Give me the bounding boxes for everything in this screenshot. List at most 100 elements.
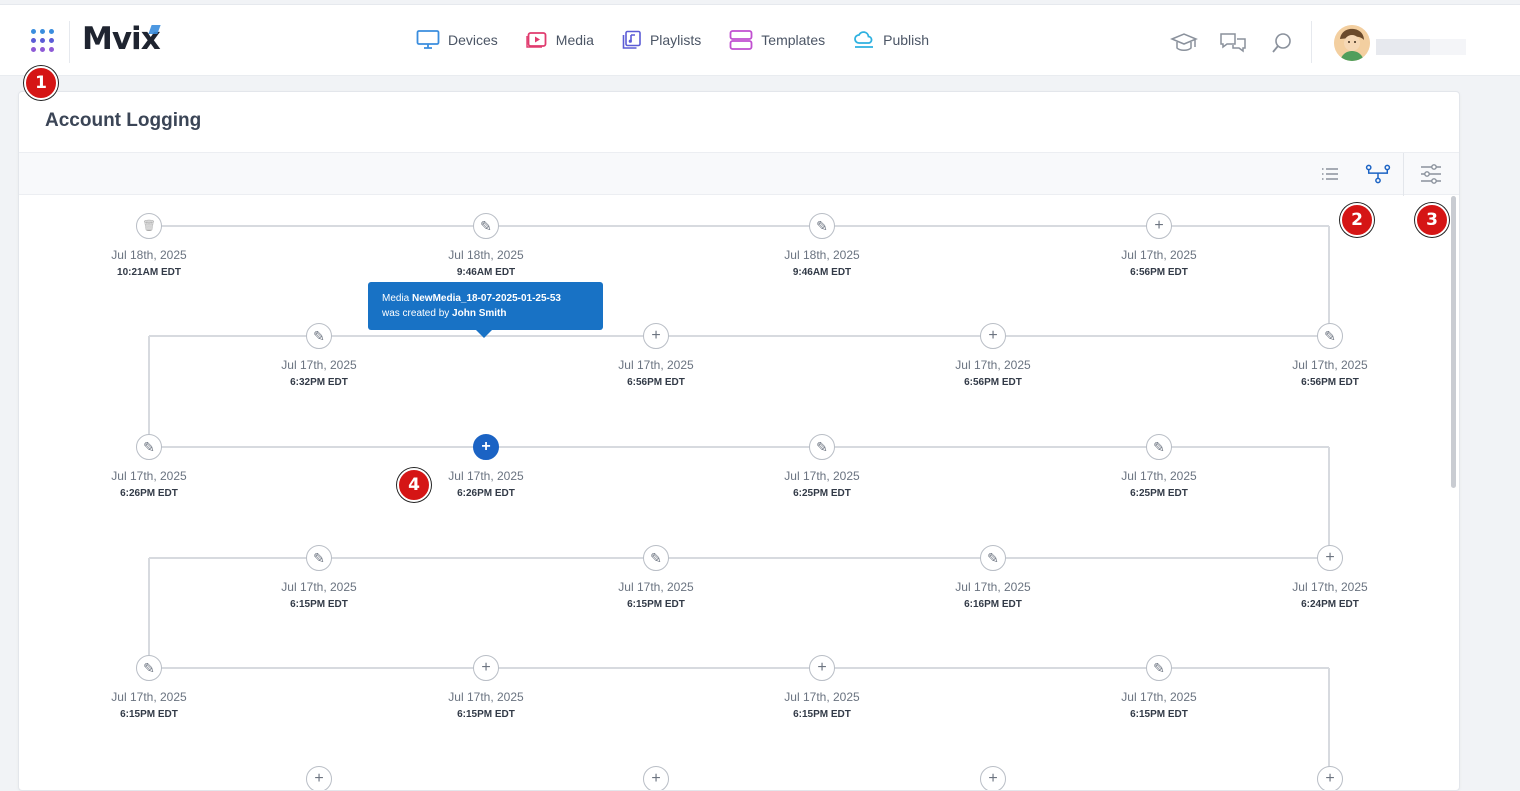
- trash-icon: 🗑: [142, 219, 156, 232]
- timeline-node[interactable]: +: [643, 323, 669, 349]
- event-tooltip: Media NewMedia_18-07-2025-01-25-53 was c…: [368, 282, 603, 338]
- event-date: Jul 17th, 2025: [618, 358, 694, 372]
- pencil-icon: ✎: [1153, 439, 1165, 455]
- event-time: 6:15PM EDT: [1130, 709, 1188, 720]
- monitor-icon: [416, 30, 440, 49]
- header-tools: [1170, 29, 1317, 57]
- timeline-node[interactable]: ✎: [1317, 323, 1343, 349]
- timeline-node[interactable]: +: [809, 655, 835, 681]
- timeline-node[interactable]: +: [473, 434, 499, 460]
- account-logging-card: Account Logging + + + + 🗑 Jul 18th, 2025 10:21…: [18, 91, 1460, 791]
- timeline-node[interactable]: +: [1317, 545, 1343, 571]
- event-time: 6:26PM EDT: [120, 488, 178, 499]
- mvix-logo[interactable]: Mvix: [82, 21, 161, 57]
- view-toolbar: [19, 152, 1459, 196]
- event-time: 6:26PM EDT: [457, 488, 515, 499]
- toolbar-divider: [1403, 153, 1404, 196]
- callout-marker: 1: [24, 66, 58, 100]
- nav-media[interactable]: Media: [526, 30, 594, 50]
- plus-icon: +: [988, 327, 998, 344]
- timeline-node[interactable]: +: [980, 323, 1006, 349]
- event-date: Jul 17th, 2025: [1121, 469, 1197, 483]
- timeline-node[interactable]: +: [306, 766, 332, 790]
- timeline-node[interactable]: 🗑: [136, 213, 162, 239]
- event-date: Jul 17th, 2025: [784, 469, 860, 483]
- timeline-node[interactable]: ✎: [809, 434, 835, 460]
- timeline-connector: [149, 446, 1329, 448]
- user-avatar[interactable]: [1334, 25, 1370, 61]
- event-time: 6:56PM EDT: [1301, 377, 1359, 388]
- filter-sliders-icon[interactable]: [1418, 161, 1444, 187]
- nav-label: Templates: [761, 32, 826, 48]
- timeline-node[interactable]: ✎: [809, 213, 835, 239]
- timeline-node[interactable]: ✎: [306, 323, 332, 349]
- timeline-view-icon[interactable]: [1365, 161, 1391, 187]
- plus-icon: +: [651, 327, 661, 344]
- nav-devices[interactable]: Devices: [416, 29, 498, 51]
- timeline-node[interactable]: ✎: [980, 545, 1006, 571]
- pencil-icon: ✎: [816, 439, 828, 455]
- pencil-icon: ✎: [816, 218, 828, 234]
- timeline-connector: [1328, 668, 1330, 779]
- nav-publish[interactable]: Publish: [853, 29, 929, 51]
- event-time: 6:15PM EDT: [793, 709, 851, 720]
- event-time: 6:56PM EDT: [964, 377, 1022, 388]
- event-date: Jul 17th, 2025: [281, 580, 357, 594]
- event-time: 6:15PM EDT: [457, 709, 515, 720]
- activity-timeline: + + + + 🗑 Jul 18th, 2025 10:21AM EDT ✎ Jul 18th,…: [19, 196, 1459, 790]
- timeline-connector: [149, 667, 1329, 669]
- callout-marker: 4: [397, 468, 431, 502]
- graduation-cap-icon[interactable]: [1170, 29, 1198, 57]
- event-date: Jul 17th, 2025: [1121, 690, 1197, 704]
- plus-icon: +: [481, 659, 491, 676]
- event-time: 6:16PM EDT: [964, 599, 1022, 610]
- event-time: 6:15PM EDT: [290, 599, 348, 610]
- timeline-node[interactable]: +: [980, 766, 1006, 790]
- scrollbar[interactable]: [1451, 196, 1456, 488]
- timeline-node[interactable]: ✎: [136, 434, 162, 460]
- event-time: 6:25PM EDT: [1130, 488, 1188, 499]
- chat-icon[interactable]: [1219, 29, 1247, 57]
- timeline-node[interactable]: +: [473, 655, 499, 681]
- timeline-node[interactable]: +: [1317, 766, 1343, 790]
- event-time: 6:15PM EDT: [627, 599, 685, 610]
- plus-icon: +: [817, 659, 827, 676]
- apps-grid-icon[interactable]: [27, 25, 59, 57]
- timeline-node[interactable]: +: [1146, 213, 1172, 239]
- pencil-icon: ✎: [313, 550, 325, 566]
- callout-marker: 2: [1340, 203, 1374, 237]
- timeline-node[interactable]: ✎: [643, 545, 669, 571]
- header-divider: [1311, 21, 1312, 63]
- timeline-connector: [148, 336, 150, 447]
- list-view-icon[interactable]: [1317, 161, 1343, 187]
- timeline-node[interactable]: ✎: [1146, 655, 1172, 681]
- nav-playlists[interactable]: Playlists: [622, 30, 701, 50]
- event-date: Jul 17th, 2025: [1121, 248, 1197, 262]
- event-date: Jul 17th, 2025: [955, 358, 1031, 372]
- timeline-node[interactable]: ✎: [1146, 434, 1172, 460]
- timeline-node[interactable]: ✎: [306, 545, 332, 571]
- media-play-icon: [526, 32, 547, 48]
- plus-icon: +: [1154, 217, 1164, 234]
- event-date: Jul 17th, 2025: [618, 580, 694, 594]
- search-icon[interactable]: [1268, 29, 1296, 57]
- timeline-connector: [149, 335, 1330, 337]
- pencil-icon: ✎: [1324, 328, 1336, 344]
- timeline-node[interactable]: +: [643, 766, 669, 790]
- pencil-icon: ✎: [1153, 660, 1165, 676]
- timeline-connector: [149, 557, 1330, 559]
- plus-icon: +: [1325, 770, 1335, 787]
- event-date: Jul 18th, 2025: [111, 248, 187, 262]
- pencil-icon: ✎: [650, 550, 662, 566]
- timeline-node[interactable]: ✎: [136, 655, 162, 681]
- plus-icon: +: [1325, 549, 1335, 566]
- plus-icon: +: [481, 438, 491, 455]
- pencil-icon: ✎: [480, 218, 492, 234]
- event-date: Jul 18th, 2025: [448, 248, 524, 262]
- nav-templates[interactable]: Templates: [729, 29, 825, 51]
- timeline-node[interactable]: ✎: [473, 213, 499, 239]
- pencil-icon: ✎: [143, 439, 155, 455]
- timeline-connector: [1328, 447, 1330, 558]
- plus-icon: +: [988, 770, 998, 787]
- event-date: Jul 17th, 2025: [111, 469, 187, 483]
